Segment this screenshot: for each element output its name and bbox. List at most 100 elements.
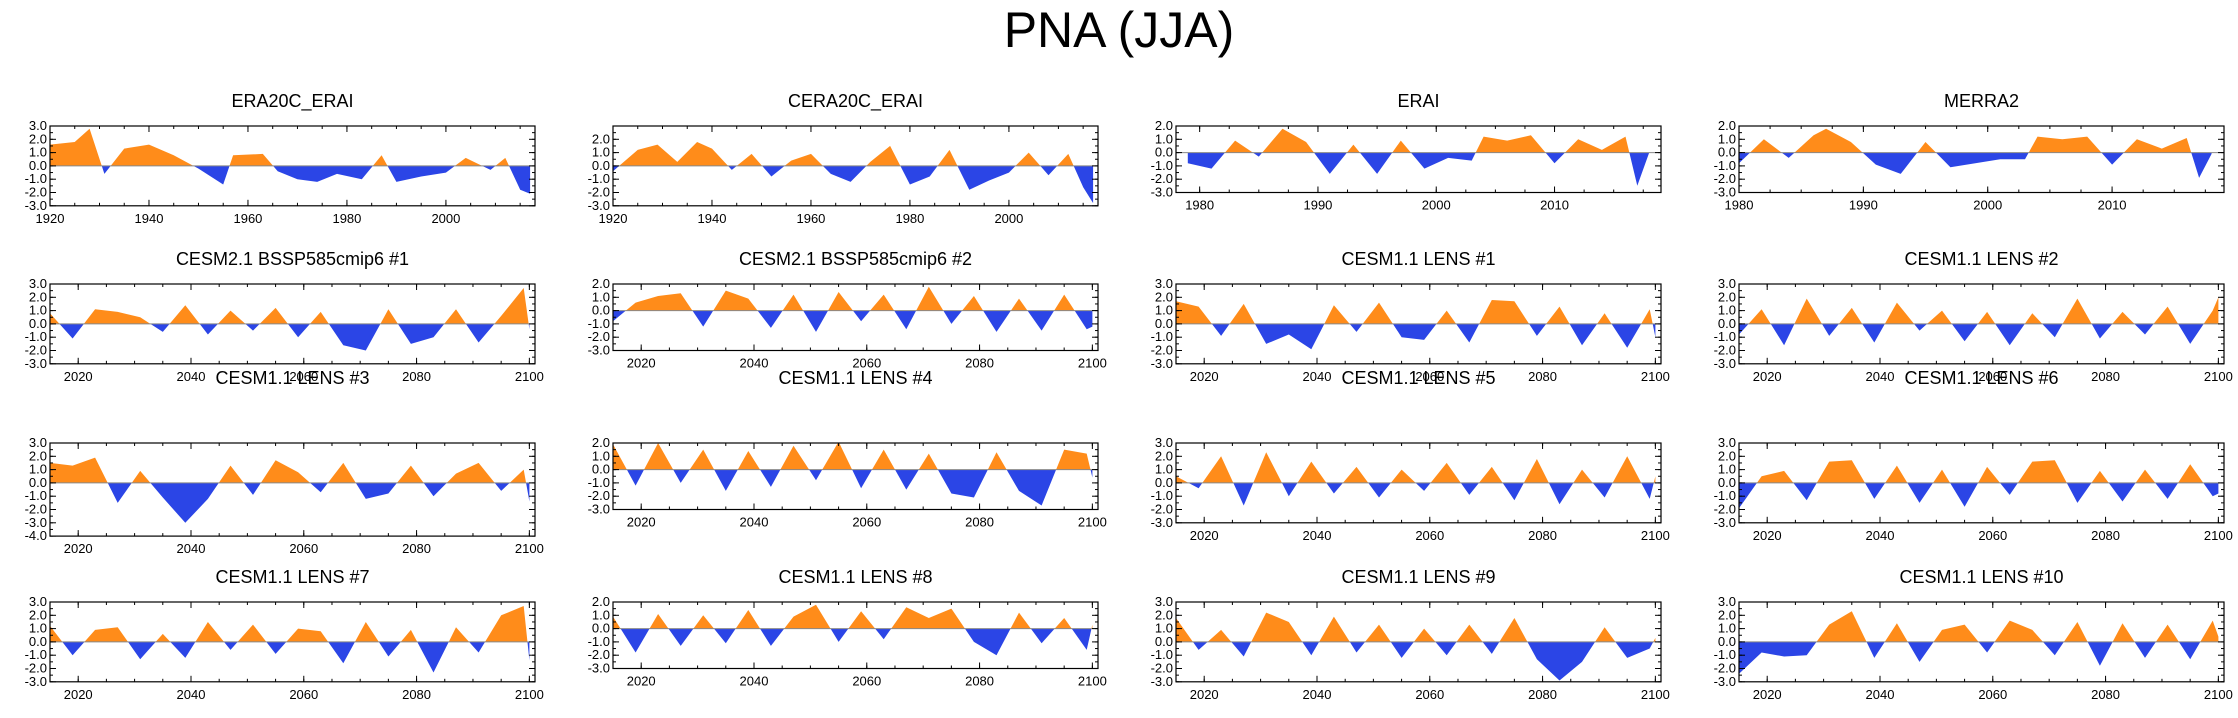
chart-panel: CESM1.1 LENS #2 3.02.01.00.0-1.0-2.0-3.0 2…: [1714, 249, 2233, 384]
y-tick-label: 0.0: [592, 621, 610, 636]
negative-area: [1739, 641, 2201, 674]
chart-panel: CESM1.1 LENS #3 3.02.01.00.0-1.0-2.0-3.0-…: [25, 368, 544, 556]
x-tick-label: 2040: [177, 541, 206, 556]
y-tick-label: 3.0: [1155, 276, 1173, 291]
y-tick-label: -3.0: [25, 674, 47, 689]
x-tick-label: 2000: [431, 211, 460, 226]
y-tick-label: -1.0: [588, 634, 610, 649]
y-tick-label: 2.0: [1155, 448, 1173, 463]
x-tick-label: 2080: [965, 674, 994, 689]
y-tick-label: -1.0: [1151, 158, 1173, 173]
x-tick-label: 2020: [627, 674, 656, 689]
x-tick-label: 2040: [177, 369, 206, 384]
positive-area: [50, 606, 530, 642]
y-tick-label: 1.0: [1718, 621, 1736, 636]
y-tick-label: 3.0: [29, 594, 47, 609]
x-tick-label: 2020: [64, 369, 93, 384]
x-tick-label: 1980: [332, 211, 361, 226]
y-tick-label: -1.0: [1714, 647, 1736, 662]
y-tick-label: -2.0: [1151, 502, 1173, 517]
y-tick-label: 3.0: [29, 276, 47, 291]
y-tick-label: 2.0: [592, 594, 610, 609]
y-tick-label: -2.0: [588, 329, 610, 344]
x-tick-label: 2060: [1415, 687, 1444, 702]
x-tick-label: 2080: [2091, 528, 2120, 543]
x-tick-label: 2080: [965, 515, 994, 530]
y-tick-label: 1.0: [29, 621, 47, 636]
x-tick-label: 2010: [1540, 198, 1569, 213]
y-tick-label: 0.0: [29, 475, 47, 490]
negative-area: [1192, 641, 1654, 681]
x-tick-label: 2040: [1303, 687, 1332, 702]
y-tick-label: -1.0: [25, 171, 47, 186]
x-tick-label: 2040: [1866, 687, 1895, 702]
y-tick-label: 1.0: [1155, 303, 1173, 318]
x-tick-label: 2020: [1753, 687, 1782, 702]
x-tick-label: 2060: [289, 369, 318, 384]
y-tick-label: 2.0: [1718, 118, 1736, 133]
y-tick-label: 2.0: [1155, 118, 1173, 133]
positive-area: [50, 288, 530, 324]
x-tick-label: 2100: [515, 687, 544, 702]
negative-area: [613, 310, 1093, 332]
chart-panel: ERAI 2.01.00.0-1.0-2.0-3.0 1980 1990 2000 201…: [1151, 91, 1662, 213]
negative-area: [626, 469, 1093, 506]
x-tick-label: 1960: [233, 211, 262, 226]
x-tick-label: 2020: [1190, 369, 1219, 384]
y-tick-label: 0.0: [1155, 145, 1173, 160]
y-tick-label: -4.0: [25, 528, 47, 543]
y-tick-label: 0.0: [1718, 316, 1736, 331]
y-tick-label: -2.0: [25, 343, 47, 358]
x-tick-label: 2040: [740, 356, 769, 371]
y-tick-label: -2.0: [1714, 171, 1736, 186]
negative-area: [1739, 482, 2219, 509]
x-tick-label: 1980: [1725, 198, 1754, 213]
x-tick-label: 2100: [515, 541, 544, 556]
x-tick-label: 2100: [2204, 687, 2233, 702]
y-tick-label: -2.0: [25, 502, 47, 517]
y-tick-label: 0.0: [1155, 634, 1173, 649]
y-tick-label: 2.0: [1718, 607, 1736, 622]
x-tick-label: 2020: [64, 541, 93, 556]
x-tick-label: 1960: [796, 211, 825, 226]
x-tick-label: 1990: [1849, 198, 1878, 213]
negative-area: [1739, 323, 2219, 346]
y-tick-label: -3.0: [1151, 185, 1173, 200]
chart-panel: CESM1.1 LENS #8 2.01.00.0-1.0-2.0-3.0 2020…: [588, 567, 1107, 689]
panel-title: CESM2.1 BSSP585cmip6 #2: [739, 249, 972, 269]
negative-area: [1187, 152, 1650, 186]
y-tick-label: -2.0: [1151, 661, 1173, 676]
y-tick-label: -2.0: [25, 661, 47, 676]
panel-title: CESM1.1 LENS #2: [1904, 249, 2058, 269]
chart-panel: CESM1.1 LENS #5 3.02.01.00.0-1.0-2.0-3.0 2…: [1151, 368, 1670, 543]
y-tick-label: 3.0: [29, 435, 47, 450]
panel-title: CESM1.1 LENS #3: [215, 368, 369, 388]
negative-area: [50, 165, 531, 194]
chart-panel: CESM1.1 LENS #9 3.02.01.00.0-1.0-2.0-3.0 2…: [1151, 567, 1670, 702]
y-tick-label: 0.0: [1718, 145, 1736, 160]
plot-frame: [612, 283, 1099, 352]
x-tick-label: 1920: [36, 211, 65, 226]
x-tick-label: 1980: [895, 211, 924, 226]
y-tick-label: 1.0: [1155, 621, 1173, 636]
y-tick-label: -1.0: [588, 475, 610, 490]
y-tick-label: -3.0: [588, 502, 610, 517]
y-tick-label: 1.0: [592, 145, 610, 160]
x-tick-label: 2100: [1641, 528, 1670, 543]
chart-panel: CESM1.1 LENS #4 2.01.00.0-1.0-2.0-3.0 2020…: [588, 368, 1107, 530]
x-tick-label: 2000: [1422, 198, 1451, 213]
x-tick-label: 2100: [515, 369, 544, 384]
y-tick-label: 2.0: [592, 131, 610, 146]
positive-area: [1739, 128, 2212, 153]
y-tick-label: -1.0: [1151, 329, 1173, 344]
panel-title: CESM2.1 BSSP585cmip6 #1: [176, 249, 409, 269]
panel-title: CESM1.1 LENS #8: [778, 567, 932, 587]
y-tick-label: -3.0: [1714, 185, 1736, 200]
y-tick-label: 0.0: [1718, 634, 1736, 649]
positive-area: [1739, 297, 2219, 324]
chart-panel: CESM1.1 LENS #10 3.02.01.00.0-1.0-2.0-3.0…: [1714, 567, 2233, 702]
positive-area: [1176, 300, 1656, 324]
x-tick-label: 1980: [1185, 198, 1214, 213]
